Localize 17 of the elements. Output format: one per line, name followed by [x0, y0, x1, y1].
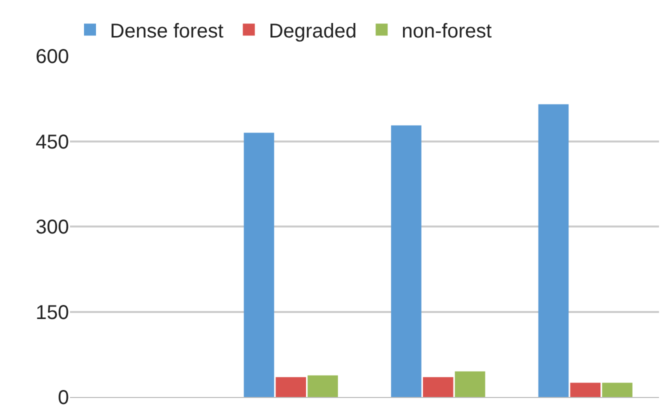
bar — [308, 375, 338, 397]
y-tick-label: 150 — [36, 302, 69, 324]
bar — [244, 132, 274, 397]
legend-label: non-forest — [402, 20, 492, 42]
bar — [538, 104, 569, 397]
bar — [422, 377, 454, 397]
y-tick-label: 300 — [36, 216, 69, 238]
y-tick-label: 0 — [58, 387, 69, 409]
legend-label: Degraded — [268, 20, 357, 42]
bar — [602, 382, 632, 397]
bar — [454, 371, 486, 397]
bar — [391, 125, 422, 397]
y-tick-label: 450 — [36, 131, 69, 154]
bar — [276, 377, 306, 397]
bar — [570, 382, 601, 397]
y-tick-label: 600 — [36, 46, 69, 68]
legend-label: Dense forest — [110, 20, 224, 42]
